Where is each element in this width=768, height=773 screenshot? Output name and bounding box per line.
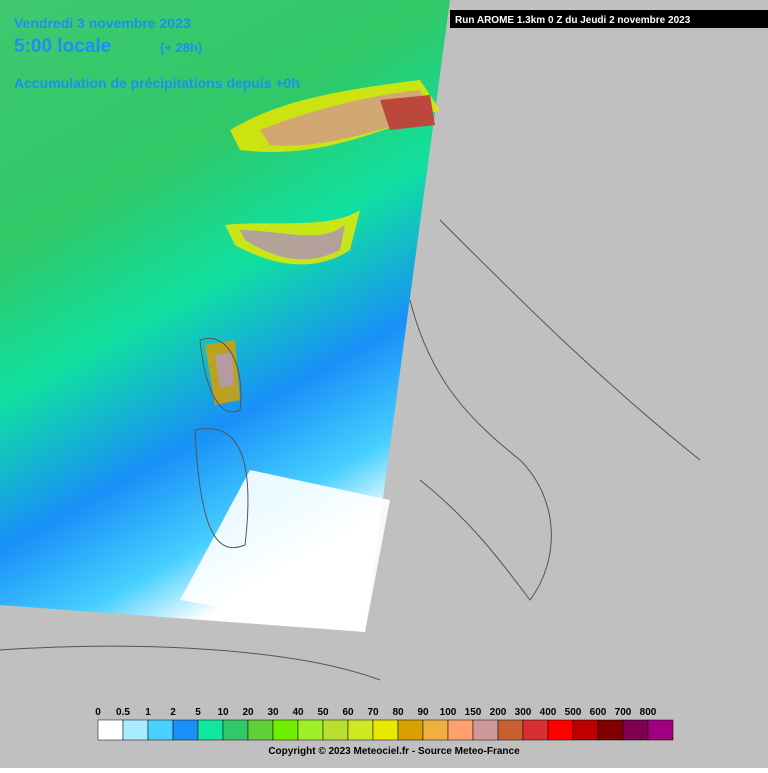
legend-swatch: [247, 719, 274, 741]
legend-label: 90: [417, 707, 429, 718]
legend-label: 300: [515, 707, 532, 718]
legend-swatch: [272, 719, 299, 741]
legend-swatch: [622, 719, 649, 741]
forecast-time: 5:00 locale: [14, 36, 111, 57]
legend-label: 40: [292, 707, 304, 718]
legend-label: 1: [145, 707, 151, 718]
model-domain: [0, 0, 450, 632]
legend-swatch: [197, 719, 224, 741]
legend-label: 400: [540, 707, 557, 718]
legend-swatch: [397, 719, 424, 741]
copyright: Copyright © 2023 Meteociel.fr - Source M…: [268, 746, 520, 757]
legend-label: 200: [490, 707, 507, 718]
legend-swatch: [572, 719, 599, 741]
legend: 0 0.5 1 2 5 10 20 30 40 50 60 70 80 90 100 150 200 300 400…: [95, 707, 674, 741]
legend-label: 2: [170, 707, 176, 718]
legend-swatch: [522, 719, 549, 741]
forecast-lead: (+ 28h): [160, 40, 202, 55]
legend-label: 70: [367, 707, 379, 718]
legend-swatch: [97, 719, 124, 741]
legend-label: 80: [392, 707, 404, 718]
rain-bands: [205, 80, 440, 405]
legend-swatch: [322, 719, 349, 741]
legend-swatch: [222, 719, 249, 741]
legend-swatch: [422, 719, 449, 741]
legend-label: 10: [217, 707, 229, 718]
legend-swatch: [472, 719, 499, 741]
legend-label: 20: [242, 707, 254, 718]
legend-label: 150: [465, 707, 482, 718]
legend-swatch: [447, 719, 474, 741]
legend-swatch: [122, 719, 149, 741]
legend-label: 100: [440, 707, 457, 718]
legend-swatch: [172, 719, 199, 741]
legend-swatch: [497, 719, 524, 741]
legend-label: 30: [267, 707, 279, 718]
legend-label: 0: [95, 707, 101, 718]
legend-label: 60: [342, 707, 354, 718]
legend-swatch: [147, 719, 174, 741]
legend-swatch: [347, 719, 374, 741]
legend-label: 600: [590, 707, 607, 718]
legend-label: 800: [640, 707, 657, 718]
run-info: Run AROME 1.3km 0 Z du Jeudi 2 novembre …: [455, 15, 691, 26]
legend-swatch: [647, 719, 674, 741]
run-banner: [450, 10, 768, 28]
legend-label: 500: [565, 707, 582, 718]
dry-zone: [180, 470, 390, 632]
legend-swatch: [372, 719, 399, 741]
legend-swatch: [547, 719, 574, 741]
legend-label: 5: [195, 707, 201, 718]
legend-swatch: [597, 719, 624, 741]
legend-swatch: [297, 719, 324, 741]
coastlines: [0, 219, 701, 681]
legend-label: 50: [317, 707, 329, 718]
forecast-date: Vendredi 3 novembre 2023: [14, 15, 191, 31]
product-name: Accumulation de précipitations depuis +0…: [14, 75, 300, 91]
legend-label: 0.5: [116, 707, 130, 718]
legend-label: 700: [615, 707, 632, 718]
